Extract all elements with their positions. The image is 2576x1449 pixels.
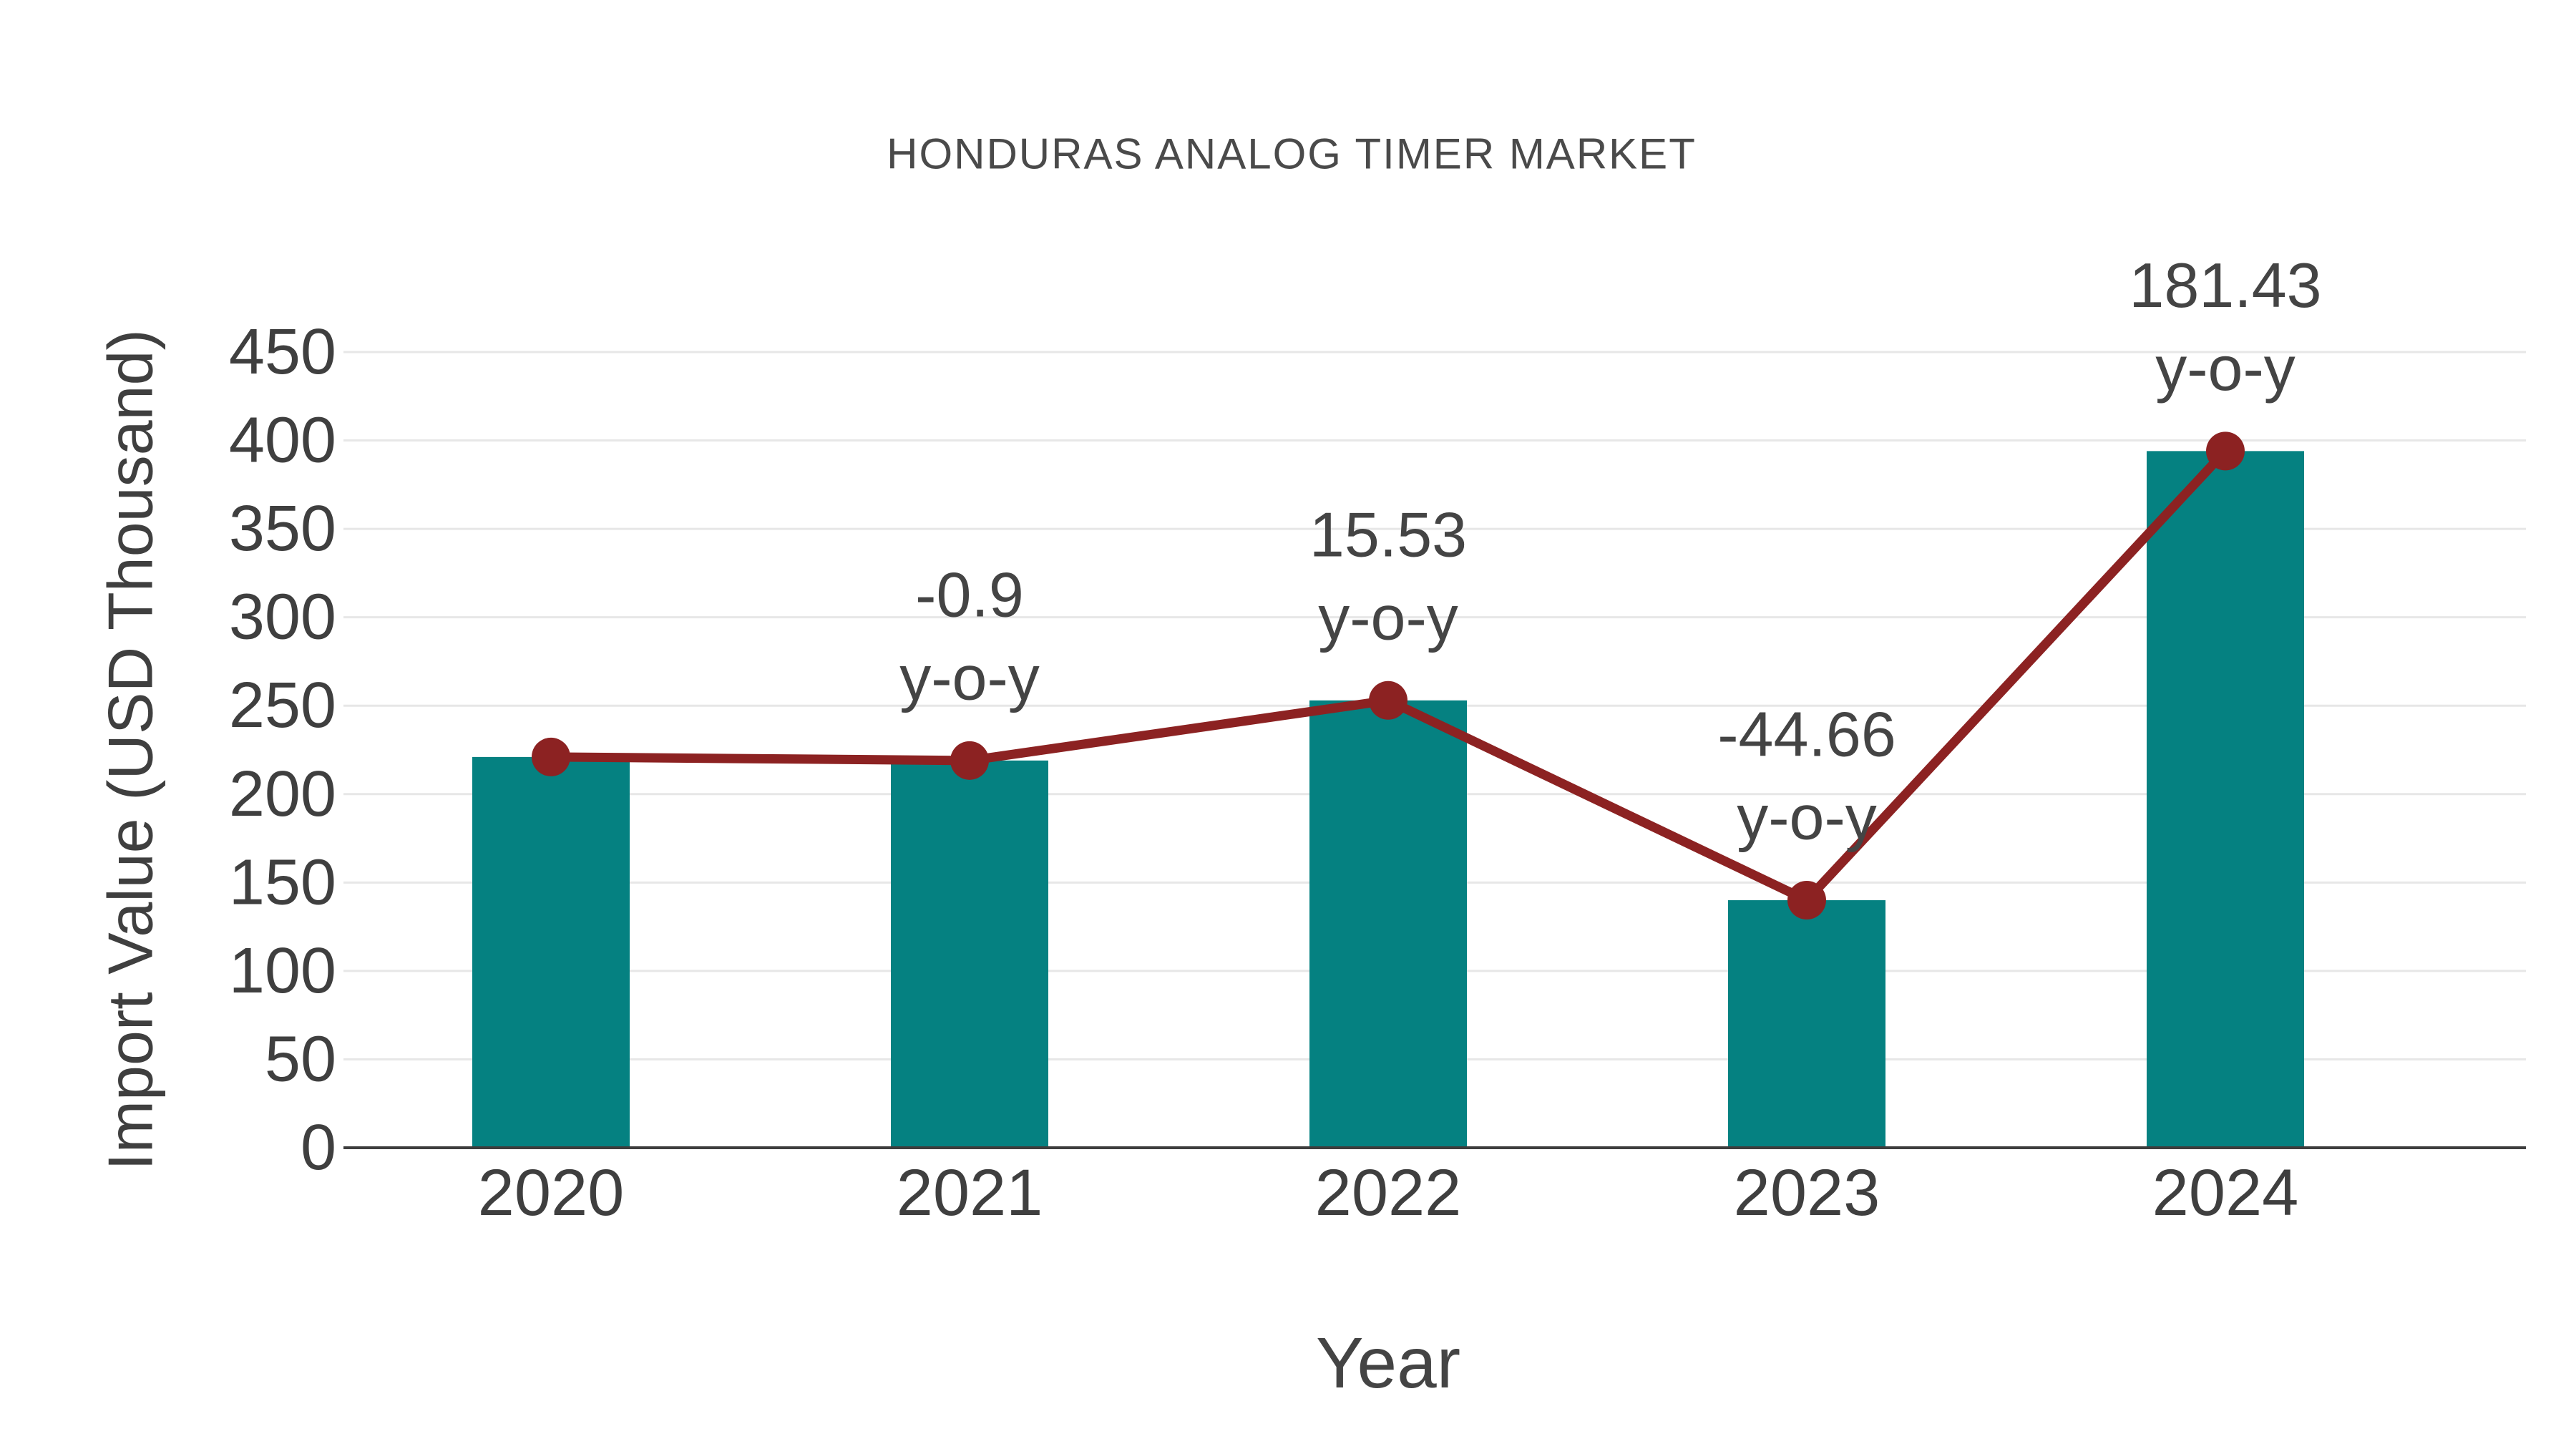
trend-marker-2022 [1369,680,1407,720]
trend-marker-2021 [950,741,989,780]
y-tick-label-300: 300 [229,582,336,653]
line-series [532,431,2245,920]
x-tick-label-2022: 2022 [1315,1156,1462,1229]
y-tick-label-350: 350 [229,493,336,565]
x-tick-label-2023: 2023 [1734,1156,1880,1229]
x-axis-title: Year [1316,1323,1460,1403]
trend-marker-2023 [1787,881,1826,920]
y-tick-label-50: 50 [265,1023,336,1095]
y-tick-label-0: 0 [301,1112,336,1184]
y-tick-label-150: 150 [229,847,336,918]
x-tick-label-2020: 2020 [478,1156,625,1229]
annotations: -0.9 y-o-y 15.53 y-o-y -44.66 y-o-y 181.43 y-o-… [899,250,2321,853]
x-tick-label-2024: 2024 [2152,1156,2299,1229]
y-tick-label-250: 250 [229,670,336,741]
x-tick-labels: 2020 2021 2022 2023 2024 [478,1156,2299,1229]
annotation-suffix-2021: y-o-y [899,642,1040,713]
annotation-value-2023: -44.66 [1717,699,1896,770]
bar-2021 [891,760,1048,1148]
y-tick-label-200: 200 [229,758,336,830]
annotation-suffix-2024: y-o-y [2155,333,2296,404]
annotation-suffix-2023: y-o-y [1737,782,1877,853]
y-axis-title: Import Value (USD Thousand) [95,329,166,1171]
bar-2020 [472,756,630,1148]
bar-2023 [1728,900,1885,1148]
annotation-value-2021: -0.9 [915,559,1024,630]
y-tick-label-100: 100 [229,935,336,1007]
x-tick-label-2021: 2021 [897,1156,1043,1229]
trend-marker-2024 [2206,431,2245,471]
bar-series [472,451,2304,1148]
bar-2024 [2147,451,2304,1148]
y-tick-labels: 0 50 100 150 200 250 300 350 400 450 [229,316,336,1184]
y-tick-label-450: 450 [229,316,336,388]
annotation-value-2022: 15.53 [1309,499,1467,570]
y-tick-label-400: 400 [229,405,336,477]
chart-title: HONDURAS ANALOG TIMER MARKET [887,130,1697,178]
annotation-suffix-2022: y-o-y [1318,582,1458,653]
annotation-value-2024: 181.43 [2129,250,2321,321]
bar-2022 [1309,700,1467,1148]
trend-marker-2020 [532,737,570,776]
